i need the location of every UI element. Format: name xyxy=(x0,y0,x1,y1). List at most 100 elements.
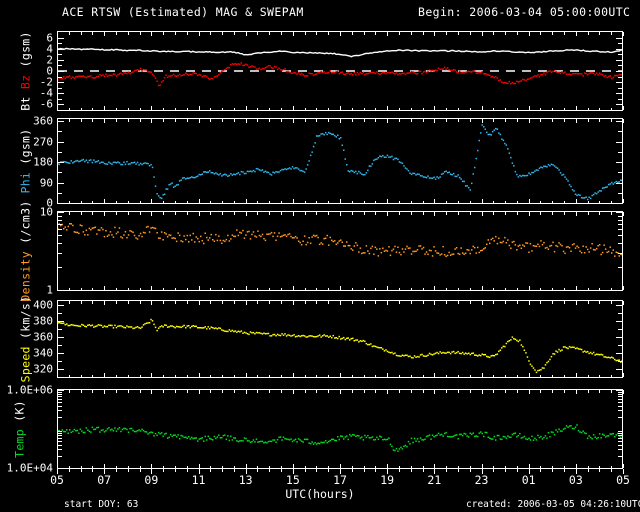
y-minor-tick-bt-bz xyxy=(618,98,622,100)
y-minor-tick-bt-bz xyxy=(618,54,622,56)
y-minor-tick-temp xyxy=(618,430,622,432)
x-frame-tick xyxy=(457,390,459,393)
x-frame-tick xyxy=(623,373,624,377)
series-canvas-bt-bz-gsm- xyxy=(58,47,622,87)
x-frame-tick xyxy=(57,32,58,36)
x-frame-tick xyxy=(174,107,176,110)
x-frame-tick xyxy=(222,287,224,290)
x-frame-tick xyxy=(493,301,495,304)
x-tick xyxy=(340,469,341,474)
x-frame-tick xyxy=(245,212,247,216)
x-frame-tick xyxy=(281,107,283,110)
x-tick-label: 05 xyxy=(616,473,630,487)
x-tick xyxy=(434,469,436,474)
x-frame-tick xyxy=(163,32,165,35)
x-frame-tick xyxy=(410,200,412,203)
y-minor-tick-bt-bz xyxy=(618,87,622,89)
x-frame-tick xyxy=(245,119,247,123)
x-frame-tick xyxy=(222,465,224,468)
x-frame-tick xyxy=(351,32,353,35)
y-tick-bt-bz xyxy=(616,93,622,95)
y-minor-tick-density xyxy=(618,219,622,221)
x-frame-tick xyxy=(269,32,271,35)
x-tick xyxy=(104,469,106,474)
x-frame-tick xyxy=(599,119,601,122)
x-frame-tick xyxy=(351,200,353,203)
y-tick-speed xyxy=(58,321,64,322)
x-frame-tick xyxy=(599,465,601,468)
x-frame-tick xyxy=(457,212,459,215)
x-frame-tick xyxy=(186,374,188,377)
x-frame-tick xyxy=(257,287,259,290)
x-frame-tick xyxy=(68,32,70,35)
x-tick-label: 03 xyxy=(568,473,583,487)
x-frame-tick xyxy=(469,32,471,35)
x-frame-tick xyxy=(57,301,58,305)
y-axis-title-phi: Phi (gsm) xyxy=(18,128,33,194)
x-frame-tick xyxy=(233,212,235,215)
x-frame-tick xyxy=(528,373,530,377)
x-frame-tick xyxy=(611,212,613,215)
x-frame-tick xyxy=(57,106,58,110)
x-frame-tick xyxy=(127,465,129,468)
x-frame-tick xyxy=(163,212,165,215)
x-frame-tick xyxy=(304,465,306,468)
y-tick-speed xyxy=(58,337,64,338)
x-frame-tick xyxy=(351,390,353,393)
x-frame-tick xyxy=(104,464,106,468)
x-frame-tick xyxy=(80,119,82,122)
x-frame-tick xyxy=(446,465,448,468)
x-frame-tick xyxy=(516,32,518,35)
x-tick xyxy=(540,469,542,472)
y-tick-label-bt-bz: 2 xyxy=(46,53,53,67)
y-tick-phi xyxy=(58,162,64,164)
x-frame-tick xyxy=(623,119,624,123)
x-frame-tick xyxy=(505,212,507,215)
x-frame-tick xyxy=(587,301,589,304)
plot-area-density xyxy=(58,212,622,290)
y-minor-tick-temp xyxy=(58,405,62,407)
x-frame-tick xyxy=(493,107,495,110)
y-tick-label-speed: 340 xyxy=(33,346,53,360)
x-frame-tick xyxy=(457,119,459,122)
x-frame-tick xyxy=(493,465,495,468)
y-minor-tick-speed xyxy=(58,329,62,330)
x-frame-tick xyxy=(245,286,247,290)
y-axis-title-part: Phi xyxy=(18,171,33,194)
x-frame-tick xyxy=(292,212,294,216)
x-frame-tick xyxy=(151,199,153,203)
x-tick-label: 05 xyxy=(50,473,64,487)
x-frame-tick xyxy=(222,32,224,35)
y-minor-tick-speed xyxy=(58,345,62,346)
x-frame-tick xyxy=(540,465,542,468)
x-frame-tick xyxy=(127,374,129,377)
y-minor-tick-temp xyxy=(618,401,622,403)
x-tick xyxy=(611,469,613,472)
x-frame-tick xyxy=(469,119,471,122)
x-frame-tick xyxy=(210,301,212,304)
x-frame-tick xyxy=(457,301,459,304)
y-minor-tick-density xyxy=(618,215,622,217)
x-tick xyxy=(469,469,471,472)
x-frame-tick xyxy=(115,374,117,377)
x-frame-tick xyxy=(104,390,106,394)
x-frame-tick xyxy=(481,119,483,123)
series-canvas-speed-km-s- xyxy=(58,318,622,374)
y-tick-bt-bz xyxy=(58,82,64,84)
series-canvas-temp-k- xyxy=(58,424,622,452)
x-frame-tick xyxy=(363,200,365,203)
plot-area-speed xyxy=(58,301,622,377)
x-frame-tick xyxy=(304,32,306,35)
y-tick-bt-bz xyxy=(58,71,64,72)
y-minor-tick-density xyxy=(618,266,622,268)
x-frame-tick xyxy=(398,465,400,468)
x-frame-tick xyxy=(328,390,330,393)
y-tick-phi xyxy=(616,182,622,184)
y-tick-label-phi: 90 xyxy=(39,176,53,190)
x-frame-tick xyxy=(564,390,566,393)
x-frame-tick xyxy=(68,301,70,304)
x-frame-tick xyxy=(422,200,424,203)
y-axis-title-part: Bt xyxy=(18,96,33,111)
x-frame-tick xyxy=(257,301,259,304)
x-frame-tick xyxy=(104,301,106,305)
